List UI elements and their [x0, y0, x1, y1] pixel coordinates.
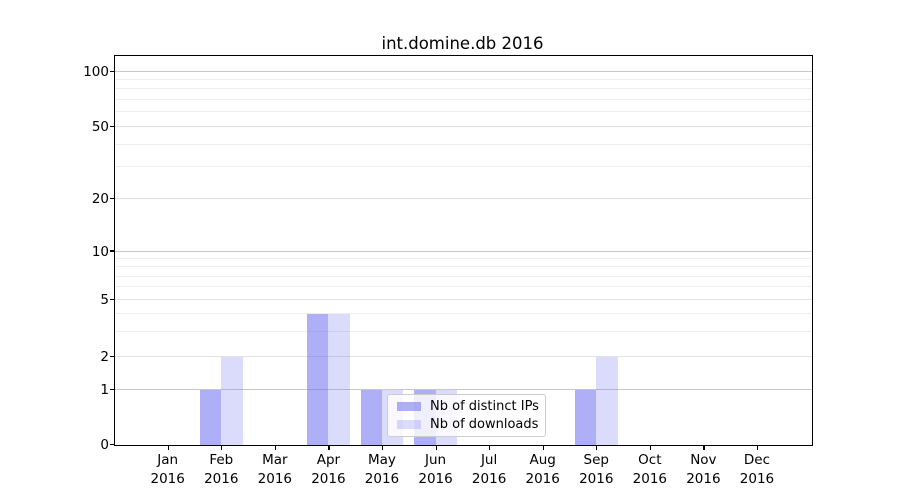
bar-distinct-ips-apr — [307, 313, 329, 445]
y-tick-label: 100 — [83, 63, 109, 80]
x-tick-mark — [649, 446, 652, 450]
legend: Nb of distinct IPs Nb of downloads — [387, 394, 546, 437]
x-tick-mark — [596, 446, 598, 450]
x-tick-mark — [542, 446, 544, 450]
labeled-gridline — [115, 198, 812, 200]
x-tick-label: Nov 2016 — [686, 452, 721, 487]
x-tick-mark — [274, 446, 277, 450]
minor-gridline — [115, 275, 812, 277]
x-tick-label: Jul 2016 — [471, 452, 507, 487]
minor-gridline — [115, 266, 812, 268]
y-tick-mark — [110, 443, 114, 445]
minor-gridline — [115, 79, 812, 81]
x-tick-label: Oct 2016 — [632, 452, 667, 487]
x-tick-mark — [221, 446, 223, 450]
y-tick-mark — [110, 250, 114, 252]
chart-title: int.domine.db 2016 — [381, 34, 544, 53]
x-tick-label: Dec 2016 — [739, 452, 775, 487]
x-tick-label: Apr 2016 — [311, 452, 346, 487]
major-gridline — [115, 70, 812, 72]
legend-label-distinct-ips: Nb of distinct IPs — [430, 399, 539, 414]
legend-swatch-distinct-ips — [397, 401, 421, 412]
x-tick-label: May 2016 — [364, 452, 400, 487]
y-tick-label: 0 — [100, 437, 109, 453]
legend-row-downloads: Nb of downloads — [388, 417, 545, 432]
minor-gridline — [115, 286, 812, 288]
y-tick-label: 5 — [100, 292, 109, 309]
labeled-gridline — [115, 355, 812, 357]
plot-area: Nb of distinct IPs Nb of downloads 0 1 2 5 1… — [83, 55, 813, 487]
x-tick-label: Mar 2016 — [257, 452, 292, 487]
x-tick-label: Aug 2016 — [525, 452, 560, 487]
x-tick-mark — [703, 446, 705, 450]
legend-label-downloads: Nb of downloads — [430, 417, 539, 432]
minor-gridline — [115, 99, 812, 101]
x-tick-mark — [381, 446, 384, 450]
major-gridline — [115, 250, 812, 252]
minor-gridline — [115, 312, 812, 314]
y-tick-mark — [110, 355, 114, 357]
labeled-gridline — [115, 299, 812, 301]
x-tick-mark — [756, 446, 759, 450]
x-tick-mark — [328, 446, 330, 450]
y-tick-label: 20 — [91, 191, 109, 208]
x-tick-mark — [167, 446, 169, 450]
x-tick-label: Sep 2016 — [579, 452, 614, 487]
y-tick-mark — [110, 70, 114, 72]
minor-gridline — [115, 111, 812, 113]
y-tick-mark — [110, 198, 114, 200]
y-tick-mark — [110, 388, 114, 391]
minor-gridline — [115, 88, 812, 90]
y-tick-label: 1 — [100, 382, 109, 399]
y-tick-label: 50 — [91, 118, 109, 135]
x-tick-label: Feb 2016 — [204, 452, 239, 487]
y-tick-mark — [110, 298, 114, 301]
minor-gridline — [115, 330, 812, 332]
x-tick-label: Jun 2016 — [418, 452, 453, 487]
major-gridline — [115, 389, 812, 391]
minor-gridline — [115, 166, 812, 168]
bar-distinct-ips-may — [360, 390, 382, 445]
bar-downloads-apr — [328, 313, 350, 445]
minor-gridline — [115, 257, 812, 259]
y-tick-mark — [110, 125, 114, 127]
bar-distinct-ips-feb — [199, 390, 222, 445]
labeled-gridline — [115, 125, 812, 127]
legend-row-distinct-ips: Nb of distinct IPs — [388, 399, 545, 414]
y-tick-label: 10 — [91, 243, 109, 260]
legend-swatch-downloads — [397, 419, 421, 430]
x-tick-label: Jan 2016 — [150, 452, 185, 487]
bar-downloads-feb — [221, 356, 243, 445]
minor-gridline — [115, 143, 812, 145]
bar-distinct-ips-sep — [574, 390, 597, 445]
y-tick-label: 2 — [100, 348, 109, 365]
x-tick-mark — [489, 446, 491, 450]
x-tick-mark — [435, 446, 437, 450]
bar-downloads-sep — [596, 356, 618, 445]
